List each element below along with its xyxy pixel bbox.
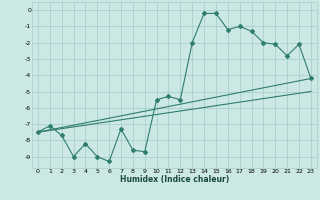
X-axis label: Humidex (Indice chaleur): Humidex (Indice chaleur) <box>120 175 229 184</box>
